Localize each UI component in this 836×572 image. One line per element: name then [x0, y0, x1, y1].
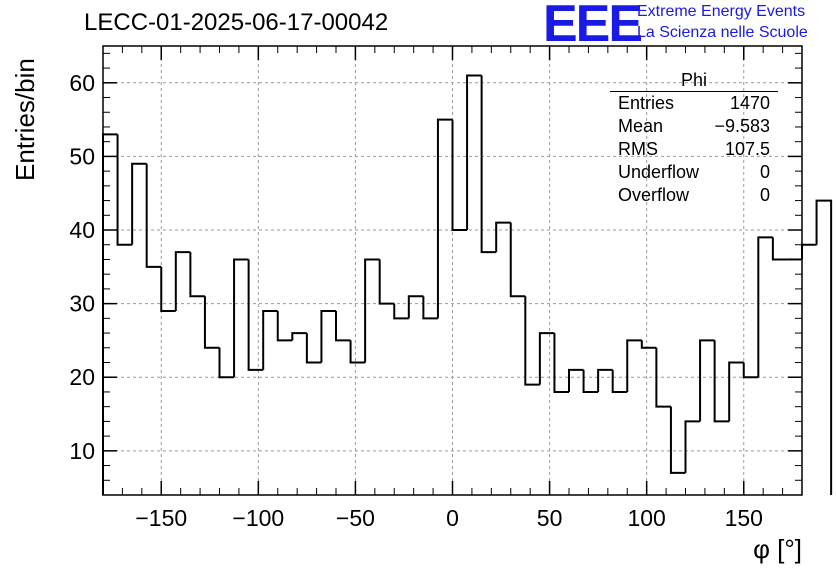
- x-axis-label: φ [°]: [753, 534, 802, 564]
- stats-label: RMS: [618, 139, 658, 159]
- x-tick-label: −150: [135, 505, 187, 531]
- stats-row-overflow: Overflow 0: [610, 184, 778, 207]
- stats-row-entries: Entries 1470: [610, 92, 778, 115]
- histogram-bin: [611, 369, 628, 393]
- histogram-bin: [655, 347, 671, 408]
- y-tick-label: 60: [69, 70, 95, 96]
- stats-value: 0: [759, 162, 770, 182]
- stats-value: −9.583: [714, 116, 770, 136]
- histogram-bin: [305, 333, 322, 364]
- stats-title: Phi: [610, 70, 778, 92]
- histogram-bin: [116, 134, 133, 246]
- stats-label: Underflow: [618, 162, 700, 182]
- histogram-bin: [189, 252, 205, 298]
- y-axis-label: Entries/bin: [10, 58, 40, 181]
- y-tick-label: 10: [69, 438, 95, 464]
- histogram-bin: [728, 361, 744, 422]
- histogram-bin: [436, 118, 453, 319]
- histogram-bin: [757, 236, 773, 378]
- histogram-bin: [699, 339, 715, 422]
- logo-tagline-2: La Scienza nelle Scuole: [637, 24, 808, 41]
- histogram-bin: [160, 266, 176, 312]
- axis-ticks: [103, 46, 802, 495]
- histogram-bin: [393, 303, 409, 320]
- x-tick-label: 0: [446, 505, 459, 531]
- histogram-bin: [262, 309, 278, 370]
- histogram-bin: [480, 75, 497, 254]
- histogram-bin: [771, 237, 788, 261]
- histogram-bin: [669, 406, 686, 474]
- histogram-bin: [713, 340, 730, 423]
- logo-tagline-1: Extreme Energy Events: [637, 3, 806, 20]
- histogram-bin: [626, 339, 642, 392]
- y-tick-label: 20: [69, 364, 95, 390]
- histogram-bin: [801, 243, 817, 260]
- histogram-bin: [320, 309, 336, 363]
- stats-label: Mean: [618, 116, 664, 136]
- stats-value: 0: [759, 185, 770, 205]
- stats-label: Entries: [618, 93, 675, 113]
- chart-title: LECC-01-2025-06-17-00042: [84, 9, 389, 36]
- histogram-bin: [451, 119, 468, 232]
- histogram-bin: [422, 296, 438, 320]
- histogram-bin: [247, 259, 264, 371]
- histogram-bin: [233, 258, 249, 378]
- histogram-bin: [553, 333, 569, 393]
- stats-value: 107.5: [724, 139, 770, 159]
- grid-lines: [103, 46, 802, 495]
- histogram-bin: [509, 222, 526, 298]
- histogram-bin: [495, 221, 511, 253]
- stats-label: Overflow: [618, 185, 690, 205]
- histogram-bin: [582, 369, 599, 393]
- stats-value: 1470: [729, 93, 770, 113]
- histogram-bin: [364, 258, 380, 363]
- eee-logo: EEE: [543, 0, 643, 53]
- histogram-bin: [684, 420, 701, 473]
- x-tick-label: −50: [336, 505, 375, 531]
- histogram-bin: [466, 74, 482, 231]
- x-tick-label: 100: [627, 505, 665, 531]
- histogram-bin: [349, 340, 366, 364]
- x-tick-label: −100: [232, 505, 284, 531]
- stats-row-rms: RMS 107.5: [610, 138, 778, 161]
- histogram-bin: [597, 368, 613, 392]
- histogram-bin: [174, 251, 191, 311]
- histogram-bin: [276, 310, 293, 342]
- x-tick-label: 150: [725, 505, 763, 531]
- histogram-bin: [568, 368, 584, 392]
- y-tick-label: 40: [69, 217, 95, 243]
- stats-row-underflow: Underflow 0: [610, 161, 778, 184]
- histogram-bin: [815, 199, 833, 495]
- histogram-bin: [378, 259, 395, 305]
- histogram-bin: [538, 332, 555, 385]
- tick-labels: −150 −100 −50 0 50 100 150 10 20 30 40 50 60: [69, 70, 763, 531]
- histogram-bin: [145, 163, 162, 268]
- histogram-bin: [742, 362, 759, 379]
- histogram-bin: [102, 133, 118, 495]
- histogram-bin: [640, 340, 657, 349]
- x-tick-label: 50: [537, 505, 563, 531]
- histogram-bin: [203, 296, 220, 349]
- histogram-bin: [335, 310, 351, 342]
- histogram-bin: [131, 162, 147, 245]
- y-tick-label: 30: [69, 291, 95, 317]
- stats-row-mean: Mean −9.583: [610, 115, 778, 138]
- histogram-bin: [524, 296, 540, 386]
- histogram-bin: [218, 347, 235, 379]
- stats-box: Phi Entries 1470 Mean −9.583 RMS 107.5 U…: [610, 70, 778, 207]
- histogram-bin: [291, 332, 307, 341]
- y-tick-label: 50: [69, 143, 95, 169]
- histogram-bin: [407, 295, 424, 319]
